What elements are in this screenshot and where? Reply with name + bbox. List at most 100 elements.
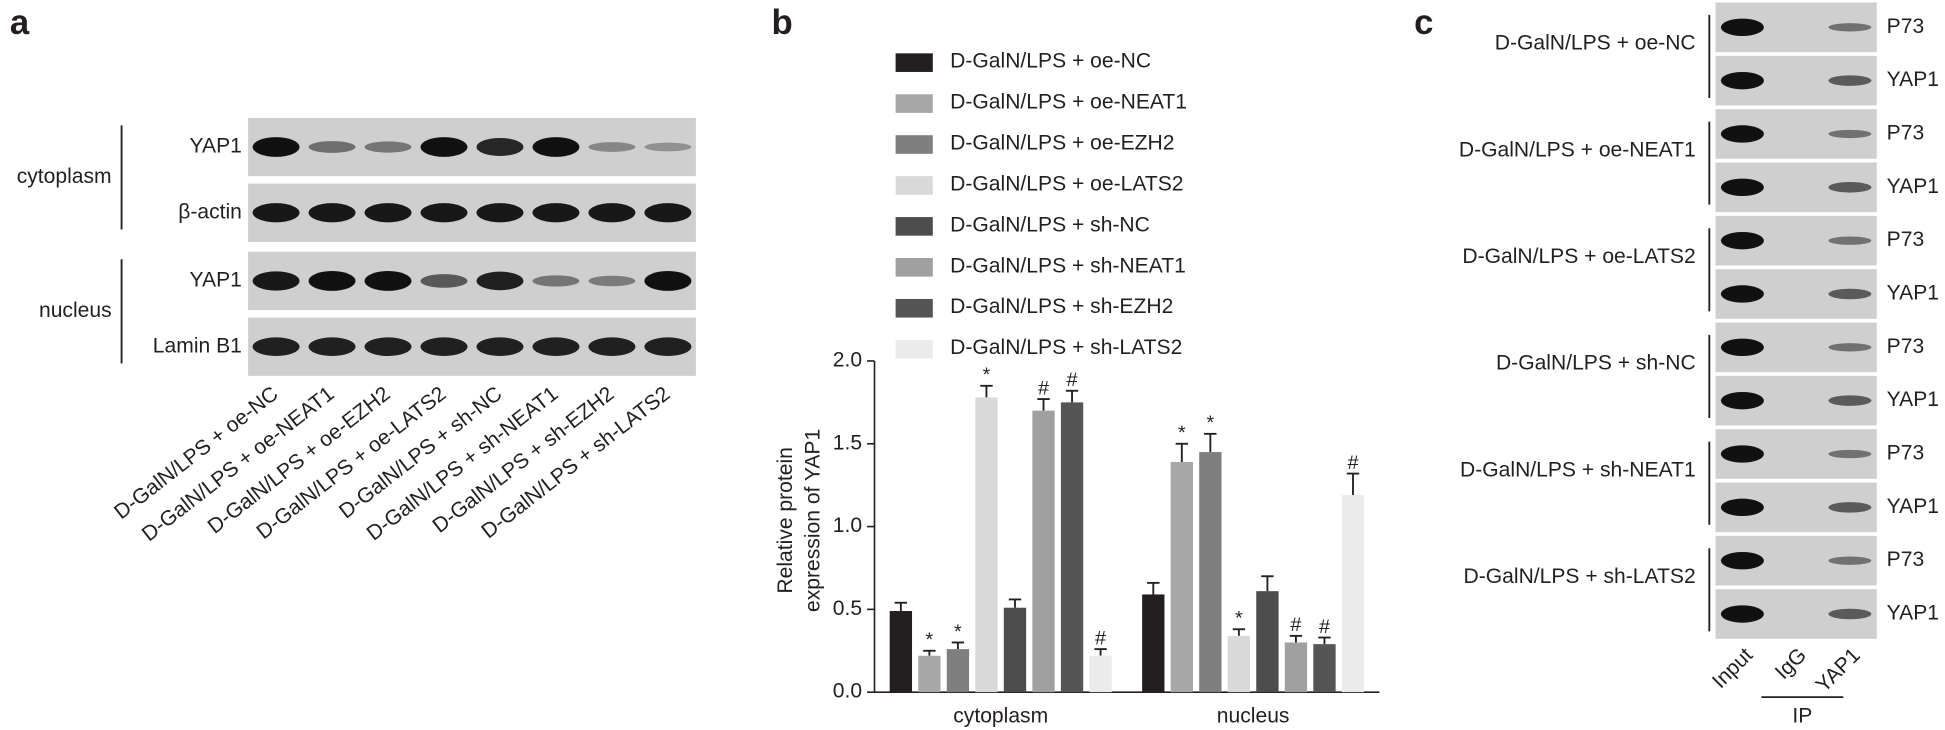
significance-marker: * [954, 621, 962, 643]
bar [975, 397, 998, 693]
legend-label: D-GalN/LPS + oe-LATS2 [950, 172, 1183, 195]
row-label: P73 [1887, 548, 1925, 571]
lane-label: IgG [1771, 644, 1811, 684]
band [308, 203, 356, 223]
row-label: YAP1 [1887, 282, 1939, 305]
band [1828, 502, 1872, 513]
group-label: nucleus [39, 299, 112, 322]
bar [1313, 644, 1336, 693]
row-label: YAP1 [190, 135, 242, 158]
band [588, 203, 636, 223]
bar [889, 611, 913, 693]
band [308, 141, 356, 153]
group-label: cytoplasm [17, 165, 112, 188]
y-axis-label: Relative protein [774, 447, 797, 593]
band [364, 141, 412, 153]
legend-label: D-GalN/LPS + oe-NEAT1 [950, 91, 1187, 114]
row-label: Lamin B1 [153, 334, 242, 357]
lane-label: Input [1708, 644, 1758, 694]
band [252, 203, 300, 223]
bar [1199, 452, 1222, 693]
legend-label: D-GalN/LPS + oe-EZH2 [950, 131, 1174, 154]
significance-marker: * [1178, 422, 1186, 444]
bar [918, 655, 941, 693]
band [532, 203, 580, 223]
band [1828, 236, 1872, 245]
y-tick-label: 2.0 [833, 349, 862, 372]
bar [1256, 591, 1279, 693]
bar [1341, 495, 1365, 693]
band [1828, 129, 1872, 139]
significance-marker: # [1038, 377, 1049, 399]
significance-marker: * [1206, 412, 1214, 434]
bar [1284, 642, 1308, 693]
group-label: D-GalN/LPS + oe-NC [1495, 32, 1696, 55]
band [532, 275, 580, 287]
significance-marker: * [983, 364, 991, 386]
y-tick-label: 1.0 [833, 514, 862, 537]
row-label: P73 [1887, 442, 1925, 465]
row-label: YAP1 [190, 269, 242, 292]
bar [1032, 410, 1055, 693]
bar [946, 649, 970, 693]
band [476, 203, 524, 223]
x-tick-label: nucleus [1217, 705, 1290, 728]
band [364, 271, 412, 291]
significance-marker: # [1290, 614, 1301, 636]
band [1720, 338, 1764, 357]
legend-swatch [895, 94, 933, 113]
band [420, 203, 468, 223]
legend-label: D-GalN/LPS + sh-NEAT1 [950, 254, 1186, 277]
row-label: P73 [1887, 122, 1925, 145]
legend-label: D-GalN/LPS + oe-NC [950, 50, 1151, 73]
row-label: YAP1 [1887, 602, 1939, 625]
band [476, 271, 524, 291]
band [308, 337, 356, 357]
band [308, 271, 356, 291]
y-axis [873, 360, 1380, 693]
band [420, 337, 468, 357]
row-label: β-actin [178, 200, 242, 223]
band [1720, 551, 1764, 570]
row-label: P73 [1887, 15, 1925, 38]
band [1720, 498, 1764, 517]
band [588, 275, 636, 287]
legend-swatch [895, 53, 933, 72]
legend-swatch [895, 258, 933, 277]
legend-swatch [895, 135, 933, 154]
y-tick-label: 0.0 [833, 680, 862, 703]
significance-marker: # [1319, 616, 1330, 638]
band [644, 337, 692, 357]
group-label: D-GalN/LPS + sh-LATS2 [1464, 565, 1696, 588]
bar [1003, 607, 1027, 693]
band [644, 203, 692, 223]
group-label: D-GalN/LPS + oe-NEAT1 [1459, 138, 1696, 161]
group-label: D-GalN/LPS + sh-NC [1496, 352, 1696, 375]
legend-label: D-GalN/LPS + sh-NC [950, 213, 1150, 236]
panel-letter: b [772, 4, 793, 42]
band [1828, 449, 1872, 459]
band [1828, 556, 1872, 565]
row-label: YAP1 [1887, 68, 1939, 91]
band [1720, 231, 1764, 250]
band [476, 138, 524, 156]
legend-swatch [895, 176, 933, 195]
band [532, 137, 580, 157]
ip-label: IP [1792, 705, 1812, 728]
bar [1142, 594, 1165, 693]
band [364, 337, 412, 357]
panel-letter: a [10, 4, 30, 42]
row-label: P73 [1887, 335, 1925, 358]
band [644, 142, 692, 152]
band [1828, 182, 1872, 193]
group-label: D-GalN/LPS + sh-NEAT1 [1460, 458, 1696, 481]
bar [1089, 655, 1112, 693]
band [1720, 18, 1764, 36]
band [252, 271, 300, 291]
band [364, 203, 412, 223]
legend-swatch [895, 217, 933, 236]
x-tick-label: cytoplasm [953, 705, 1048, 728]
row-label: P73 [1887, 228, 1925, 251]
